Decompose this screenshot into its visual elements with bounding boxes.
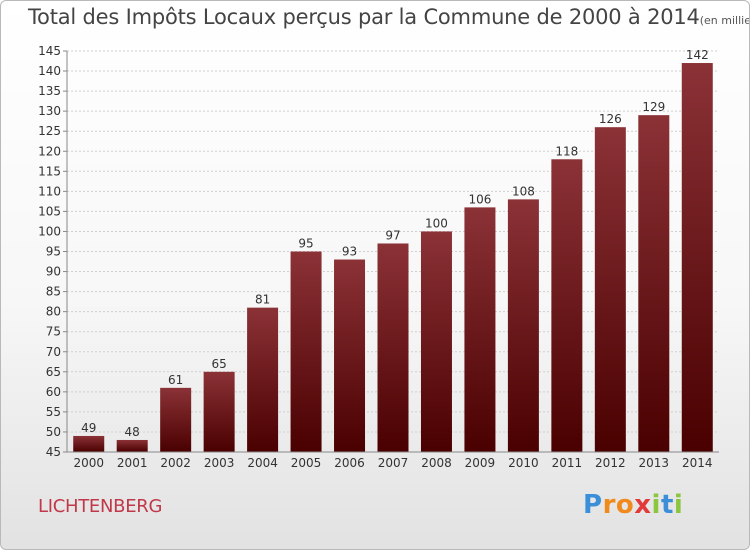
y-tick-label: 55 [46,405,61,419]
y-tick-label: 145 [38,44,61,58]
y-tick-label: 50 [46,425,61,439]
bar-chart: 45 50 55 60 65 70 75 80 85 90 95 100 105 110 115 120 125… [38,44,719,470]
value-label: 93 [342,245,357,259]
y-tick-label: 135 [38,84,61,98]
logo-letter: t [660,490,674,520]
bar-2014 [681,63,713,452]
bar-2003 [203,371,235,452]
bar-2008 [420,231,452,452]
commune-name: LICHTENBERG [38,496,163,517]
bar-2011 [551,159,583,452]
y-tick-label: 115 [38,164,61,178]
x-axis: 2000 2001 2002 2003 2004 2005 2006 2007 2008 2009… [67,451,719,470]
bar-2013 [638,115,670,452]
bar-2012 [594,127,626,452]
y-tick-label: 45 [46,445,61,459]
y-tick-label: 85 [46,285,61,299]
x-tick-label: 2014 [682,456,713,470]
bars: 49 48 61 65 81 95 93 97 100 106 108 118 126 129 142 [73,48,713,452]
x-tick-label: 2000 [73,456,104,470]
chart-title-unit: (en milliers d'€) [699,14,750,27]
value-label: 81 [255,293,270,307]
proxiti-logo: Proxiti [583,490,683,520]
y-tick-label: 100 [38,224,61,238]
y-tick-label: 140 [38,64,61,78]
value-label: 97 [385,228,400,242]
value-label: 48 [125,425,140,439]
y-tick-label: 120 [38,144,61,158]
x-tick-label: 2007 [378,456,409,470]
y-tick-label: 125 [38,124,61,138]
bar-2004 [247,307,279,452]
x-tick-label: 2010 [508,456,539,470]
logo-letter: i [673,490,684,520]
logo-letter: i [651,490,661,520]
x-tick-label: 2011 [552,456,583,470]
x-tick-label: 2009 [465,456,496,470]
value-label: 129 [642,100,665,114]
value-label: 126 [599,112,622,126]
value-label: 100 [425,216,448,230]
y-tick-label: 105 [38,204,61,218]
y-tick-label: 65 [46,365,61,379]
x-tick-label: 2012 [595,456,626,470]
logo-letter: x [634,490,652,520]
bar-2002 [160,387,192,452]
bar-2001 [116,439,148,452]
bar-2005 [290,251,322,452]
y-tick-label: 90 [46,265,61,279]
value-label: 95 [298,237,313,251]
bar-2010 [507,199,539,452]
y-tick-label: 70 [46,345,61,359]
logo-letter: r [602,490,616,520]
x-tick-label: 2004 [247,456,278,470]
y-tick-label: 130 [38,104,61,118]
value-label: 61 [168,373,183,387]
y-axis: 45 50 55 60 65 70 75 80 85 90 95 100 105 110 115 120 125… [38,44,68,459]
x-tick-label: 2008 [421,456,452,470]
bar-2007 [377,243,409,452]
value-label: 108 [512,184,535,198]
value-label: 49 [81,421,96,435]
y-tick-label: 95 [46,245,61,259]
bar-2006 [334,259,366,452]
value-label: 142 [686,48,709,62]
value-label: 106 [468,192,491,206]
x-tick-label: 2001 [117,456,148,470]
chart-title: Total des Impôts Locaux perçus par la Co… [28,5,750,29]
x-tick-label: 2002 [160,456,191,470]
y-tick-label: 80 [46,305,61,319]
chart-title-text: Total des Impôts Locaux perçus par la Co… [28,5,700,29]
bar-2009 [464,207,496,452]
x-tick-label: 2006 [334,456,365,470]
y-tick-label: 110 [38,184,61,198]
value-label: 65 [211,357,226,371]
value-label: 118 [555,144,578,158]
x-tick-label: 2013 [639,456,670,470]
logo-letter: P [583,490,603,520]
x-tick-label: 2003 [204,456,235,470]
bar-2000 [73,435,105,452]
y-tick-label: 60 [46,385,61,399]
logo-letter: o [615,490,635,520]
y-tick-label: 75 [46,325,61,339]
x-tick-label: 2005 [291,456,322,470]
